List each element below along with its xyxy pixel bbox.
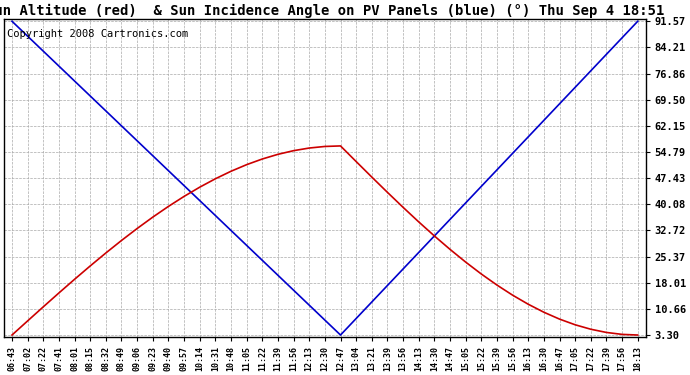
- Text: Copyright 2008 Cartronics.com: Copyright 2008 Cartronics.com: [8, 29, 188, 39]
- Title: Sun Altitude (red)  & Sun Incidence Angle on PV Panels (blue) (°) Thu Sep 4 18:5: Sun Altitude (red) & Sun Incidence Angle…: [0, 4, 664, 18]
